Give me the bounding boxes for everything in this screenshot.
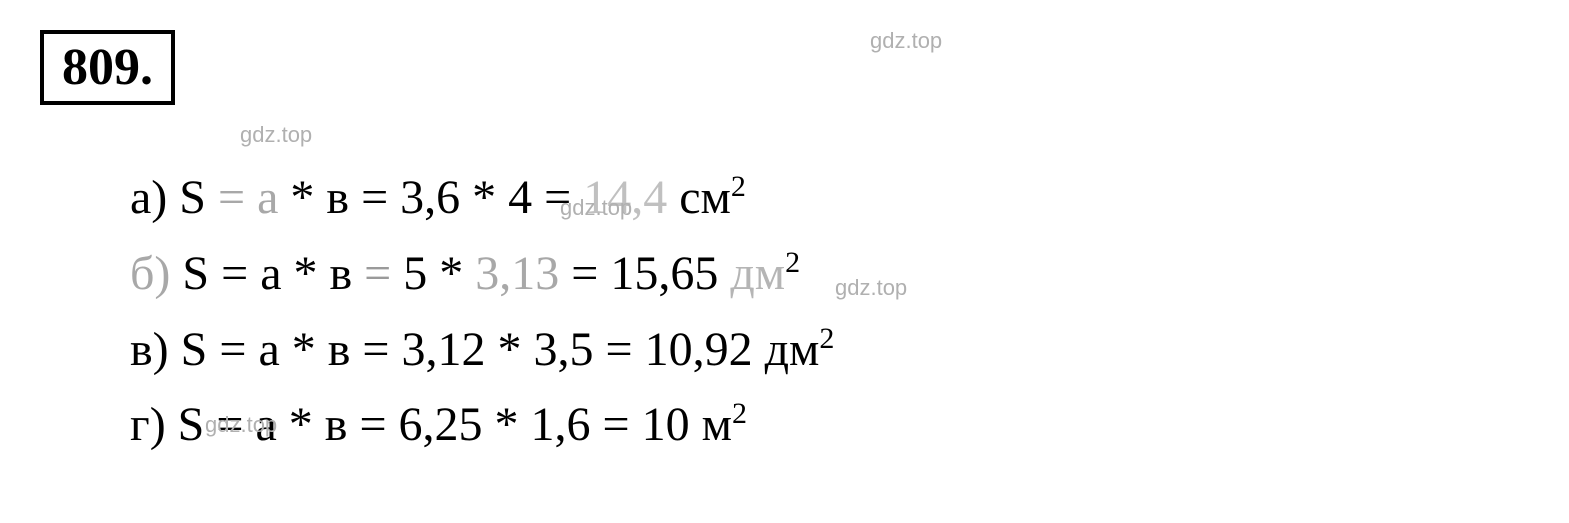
watermark-top: gdz.top [870,28,942,54]
eq3-b: = [571,247,598,300]
unit-c: дм [765,323,820,376]
var-a-c: a [258,323,279,376]
val-a-b: 5 [403,247,427,300]
watermark-4: gdz.top [205,412,277,438]
val-a-a: 3,6 [400,171,460,224]
unit-b: дм [730,247,785,300]
watermark-2: gdz.top [560,195,632,221]
lhs-c: S [181,323,208,376]
watermark-1: gdz.top [240,122,312,148]
eq3-d: = [603,398,630,451]
exp-c: 2 [819,322,834,355]
problem-number: 809. [62,39,153,96]
op2-a: * [472,171,496,224]
exp-d: 2 [732,397,747,430]
op1-b: * [294,247,318,300]
unit-a: см [679,171,731,224]
label-c: в) [130,323,169,376]
lhs-b: S [182,247,209,300]
val-b-a: 4 [508,171,532,224]
var-b-a: в [326,171,349,224]
val-a-c: 3,12 [402,323,486,376]
label-a: а) [130,171,167,224]
op2-d: * [495,398,519,451]
lhs-a: S [179,171,206,224]
equation-c: в) S = a * в = 3,12 * 3,5 = 10,92 дм2 [130,312,1529,388]
var-b-d: в [325,398,348,451]
eq2-a: = [361,171,388,224]
equation-a: а) S = a * в = 3,6 * 4 = 14,4 см2 [130,160,1529,236]
result-c: 10,92 [645,323,753,376]
lhs-d: S [178,398,205,451]
val-b-c: 3,5 [534,323,594,376]
watermark-3: gdz.top [835,275,907,301]
eq1-b: = [221,247,248,300]
var-a-a: a [257,171,278,224]
val-a-d: 6,25 [399,398,483,451]
val-b-d: 1,6 [531,398,591,451]
op1-d: * [289,398,313,451]
label-b: б) [130,247,170,300]
eq1-c: = [219,323,246,376]
var-b-c: в [328,323,351,376]
result-d: 10 [642,398,690,451]
op1-c: * [292,323,316,376]
eq2-b: = [364,247,391,300]
exp-a: 2 [731,170,746,203]
eq1-a: = [218,171,245,224]
equation-b: б) S = a * в = 5 * 3,13 = 15,65 дм2 [130,236,1529,312]
val-b-b: 3,13 [475,247,559,300]
eq2-d: = [359,398,386,451]
equations-block: а) S = a * в = 3,6 * 4 = 14,4 см2 б) S =… [130,160,1529,463]
unit-d: м [702,398,732,451]
op1-a: * [290,171,314,224]
var-b-b: в [330,247,353,300]
op2-c: * [498,323,522,376]
label-d: г) [130,398,166,451]
equation-d: г) S = a * в = 6,25 * 1,6 = 10 м2 [130,387,1529,463]
exp-b: 2 [785,246,800,279]
eq3-c: = [606,323,633,376]
op2-b: * [439,247,463,300]
eq2-c: = [362,323,389,376]
problem-number-box: 809. [40,30,175,105]
var-a-b: a [260,247,281,300]
result-b: 15,65 [610,247,718,300]
